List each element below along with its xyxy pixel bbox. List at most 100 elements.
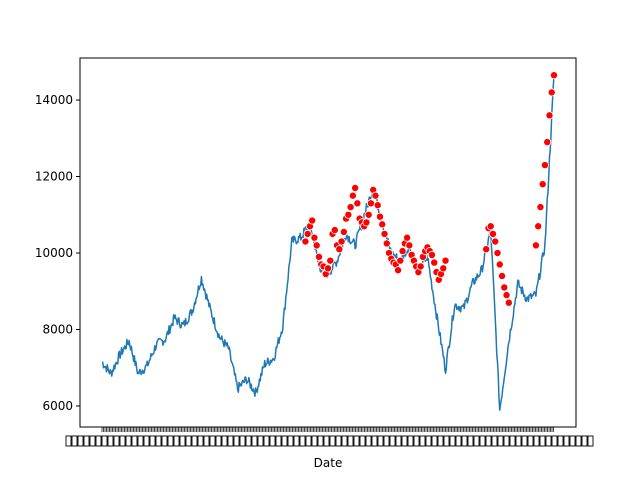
x-tick-label (527, 435, 534, 447)
highlight-point (373, 201, 382, 210)
highlight-point (550, 71, 559, 80)
highlight-point (339, 227, 348, 236)
highlight-point (382, 239, 391, 248)
highlight-point (366, 199, 375, 208)
x-tick-label (137, 435, 144, 447)
highlight-point (310, 233, 319, 242)
highlight-point (351, 184, 360, 193)
highlight-point (344, 210, 353, 219)
highlight-point (491, 237, 500, 246)
x-tick-label (551, 435, 558, 447)
x-tick-label (83, 435, 90, 447)
highlight-point (545, 111, 554, 120)
x-tick-label (503, 435, 510, 447)
highlight-point (375, 212, 384, 221)
x-axis (65, 427, 594, 447)
highlight-point (416, 262, 425, 271)
x-tick-label (113, 435, 120, 447)
x-tick-label (545, 435, 552, 447)
x-tick-label (155, 435, 162, 447)
x-tick-label (107, 435, 114, 447)
x-tick-label (341, 435, 348, 447)
y-tick-label: 12000 (35, 170, 73, 184)
highlight-points-layer (301, 71, 559, 307)
highlight-point (371, 191, 380, 200)
x-tick-label (437, 435, 444, 447)
x-tick-label (185, 435, 192, 447)
highlight-point (540, 161, 549, 170)
x-tick-label (329, 435, 336, 447)
x-axis-label: Date (314, 456, 343, 470)
x-tick-label (575, 435, 582, 447)
highlight-point (312, 241, 321, 250)
x-tick-label (77, 435, 84, 447)
x-tick-label (401, 435, 408, 447)
x-tick-label (581, 435, 588, 447)
x-tick-label (539, 435, 546, 447)
x-tick-label (311, 435, 318, 447)
highlight-point (430, 258, 439, 267)
x-tick-label (173, 435, 180, 447)
highlight-point (504, 298, 513, 307)
x-tick-label (305, 435, 312, 447)
x-tick-label (563, 435, 570, 447)
highlight-point (398, 247, 407, 256)
x-tick-label (479, 435, 486, 447)
highlight-point (531, 241, 540, 250)
x-tick-label (119, 435, 126, 447)
x-tick-label (557, 435, 564, 447)
highlight-point (500, 283, 509, 292)
x-tick-label (293, 435, 300, 447)
x-tick-label (569, 435, 576, 447)
x-tick-label (377, 435, 384, 447)
x-tick-label (389, 435, 396, 447)
x-tick-label (359, 435, 366, 447)
x-tick-label (95, 435, 102, 447)
x-tick-label (497, 435, 504, 447)
x-tick-label (509, 435, 516, 447)
x-tick-label (203, 435, 210, 447)
highlight-point (439, 264, 448, 273)
highlight-point (364, 210, 373, 219)
x-tick-label (227, 435, 234, 447)
x-tick-label (299, 435, 306, 447)
x-tick-label (449, 435, 456, 447)
highlight-point (353, 199, 362, 208)
x-tick-label (167, 435, 174, 447)
highlight-point (323, 264, 332, 273)
x-tick-label (275, 435, 282, 447)
highlight-point (308, 216, 317, 225)
highlight-point (346, 203, 355, 212)
x-tick-label (431, 435, 438, 447)
plot-frame (79, 57, 577, 428)
x-tick-label (323, 435, 330, 447)
highlight-point (330, 226, 339, 235)
x-tick-label (239, 435, 246, 447)
x-tick-label (131, 435, 138, 447)
x-tick-label (335, 435, 342, 447)
x-tick-label (461, 435, 468, 447)
x-tick-label (443, 435, 450, 447)
x-tick-label (269, 435, 276, 447)
highlight-point (394, 266, 403, 275)
y-tick-label: 6000 (42, 399, 73, 413)
x-tick-label (467, 435, 474, 447)
x-tick-label (149, 435, 156, 447)
x-tick-label (515, 435, 522, 447)
highlight-point (493, 249, 502, 258)
y-axis: 6000 8000 10000 12000 14000 (35, 93, 80, 413)
highlight-point (427, 250, 436, 259)
x-tick-label (221, 435, 228, 447)
x-tick-label (257, 435, 264, 447)
x-tick-label (287, 435, 294, 447)
highlight-point (314, 252, 323, 261)
highlight-point (348, 191, 357, 200)
highlight-point (335, 245, 344, 254)
highlight-point (362, 218, 371, 227)
highlight-point (488, 229, 497, 238)
x-tick-label (395, 435, 402, 447)
highlight-point (543, 138, 552, 147)
highlight-point (380, 229, 389, 238)
x-tick-label (191, 435, 198, 447)
